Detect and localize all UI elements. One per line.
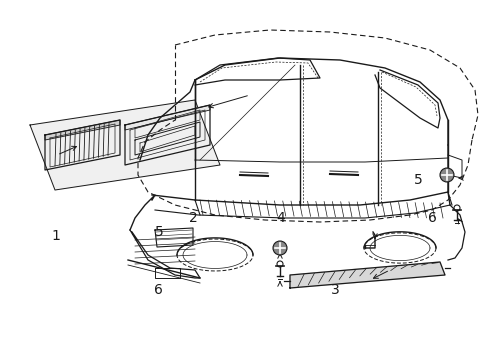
Text: 1: 1 — [52, 229, 61, 243]
Text: 2: 2 — [188, 211, 197, 225]
Text: 3: 3 — [330, 283, 339, 297]
Text: 4: 4 — [276, 211, 285, 225]
Polygon shape — [30, 100, 220, 190]
Text: 6: 6 — [427, 211, 436, 225]
Polygon shape — [45, 120, 120, 140]
Circle shape — [272, 241, 286, 255]
Text: 6: 6 — [154, 283, 163, 297]
Text: 5: 5 — [154, 225, 163, 239]
Polygon shape — [289, 262, 444, 288]
Text: 5: 5 — [413, 173, 422, 187]
Polygon shape — [125, 105, 209, 130]
Circle shape — [439, 168, 453, 182]
